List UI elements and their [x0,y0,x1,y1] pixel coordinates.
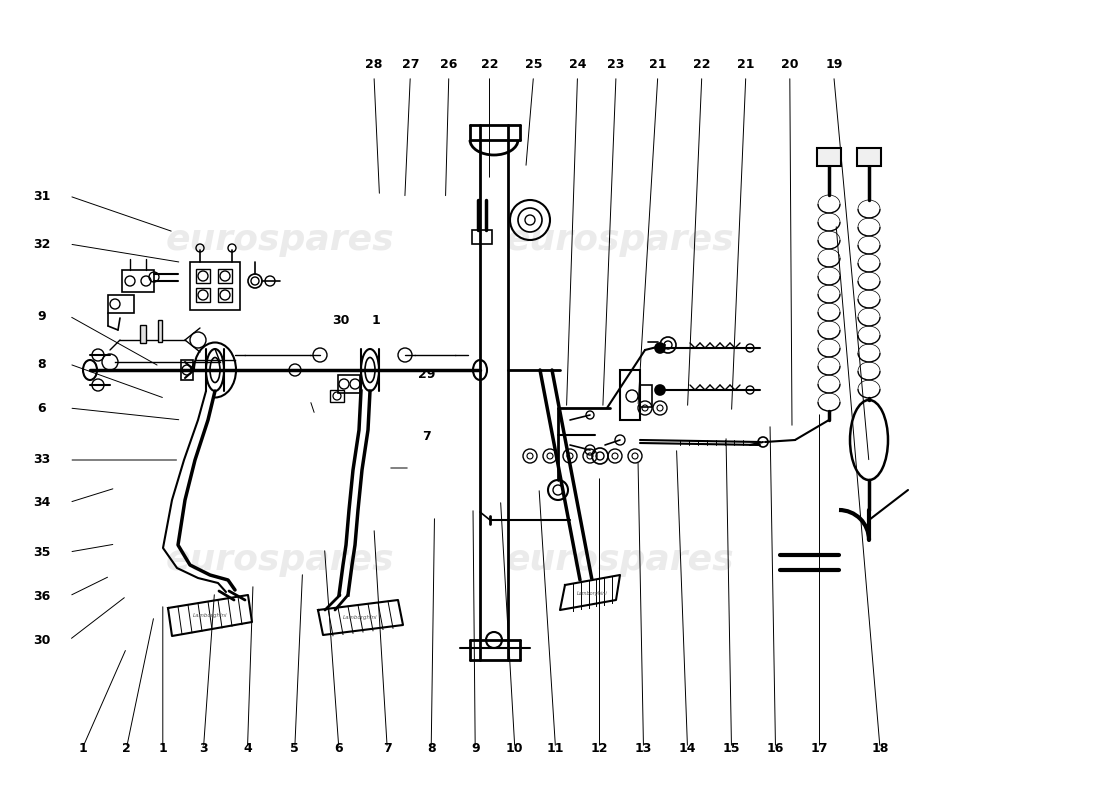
Text: 25: 25 [525,58,542,70]
Text: 34: 34 [33,496,51,509]
Text: 22: 22 [693,58,711,70]
Bar [330,390,344,402]
Text: 28: 28 [365,58,383,70]
Text: eurospares: eurospares [506,543,735,577]
Text: Lamborghini: Lamborghini [343,615,377,621]
Text: 8: 8 [37,358,46,370]
Text: 8: 8 [427,742,436,754]
Text: Lamborghini: Lamborghini [576,590,607,595]
Text: 24: 24 [569,58,586,70]
Text: 3: 3 [199,742,208,754]
Text: 9: 9 [37,310,46,322]
Text: 1: 1 [78,742,87,754]
Text: 32: 32 [33,238,51,250]
Bar [218,288,232,302]
Text: 4: 4 [243,742,252,754]
Text: 21: 21 [737,58,755,70]
Text: 31: 31 [33,190,51,202]
Text: 33: 33 [33,454,51,466]
Text: 6: 6 [334,742,343,754]
Bar [122,270,154,292]
Text: 23: 23 [607,58,625,70]
Text: 20: 20 [781,58,799,70]
Bar [158,320,162,342]
Bar [857,148,881,166]
Text: 9: 9 [471,742,480,754]
Text: 7: 7 [383,742,392,754]
Text: 14: 14 [679,742,696,754]
Text: 27: 27 [402,58,419,70]
Bar [640,385,652,407]
Text: 11: 11 [547,742,564,754]
Bar [196,288,210,302]
Text: 12: 12 [591,742,608,754]
Bar [108,295,134,313]
Text: 30: 30 [332,314,350,326]
Text: eurospares: eurospares [166,223,394,257]
Text: 35: 35 [33,546,51,558]
Circle shape [654,343,666,353]
Text: eurospares: eurospares [506,223,735,257]
Text: 17: 17 [811,742,828,754]
Text: 1: 1 [372,314,381,326]
Text: 18: 18 [871,742,889,754]
Bar [338,375,360,393]
Text: 26: 26 [440,58,458,70]
Bar [817,148,842,166]
Text: 16: 16 [767,742,784,754]
Polygon shape [168,595,252,636]
Text: 15: 15 [723,742,740,754]
Text: Lamborghini: Lamborghini [192,614,228,618]
Circle shape [654,385,666,395]
Bar [620,370,640,420]
Polygon shape [318,600,403,635]
Text: 7: 7 [422,430,431,442]
Text: 10: 10 [506,742,524,754]
Text: 1: 1 [158,742,167,754]
Bar [218,269,232,283]
Bar [190,262,240,310]
Text: 30: 30 [33,634,51,646]
Text: 21: 21 [649,58,667,70]
Text: 2: 2 [122,742,131,754]
Text: 6: 6 [37,402,46,414]
Bar [182,360,192,380]
Bar [472,230,492,244]
Polygon shape [560,575,620,610]
Text: 29: 29 [418,368,436,381]
Text: eurospares: eurospares [166,543,394,577]
Bar [196,269,210,283]
Text: 36: 36 [33,590,51,602]
Text: 5: 5 [290,742,299,754]
Text: 19: 19 [825,58,843,70]
Text: 22: 22 [481,58,498,70]
Text: 13: 13 [635,742,652,754]
Bar [140,325,146,343]
